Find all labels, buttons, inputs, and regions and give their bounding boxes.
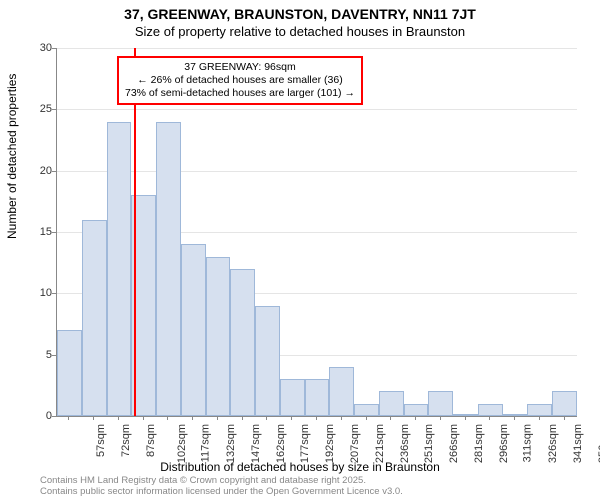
- x-tick-label: 236sqm: [399, 424, 411, 463]
- annotation-line1: 37 GREENWAY: 96sqm: [125, 61, 355, 74]
- histogram-bar: [527, 404, 552, 416]
- x-tick-label: 177sqm: [300, 424, 312, 463]
- annotation-line3: 73% of semi-detached houses are larger (…: [125, 87, 355, 100]
- x-tick-label: 87sqm: [145, 424, 157, 457]
- plot-area: 37 GREENWAY: 96sqm← 26% of detached hous…: [56, 48, 577, 417]
- x-tick-label: 72sqm: [120, 424, 132, 457]
- histogram-bar: [329, 367, 354, 416]
- x-tick-mark: [192, 416, 193, 420]
- x-tick-label: 117sqm: [200, 424, 212, 462]
- x-tick-label: 192sqm: [324, 424, 336, 463]
- x-tick-mark: [390, 416, 391, 420]
- x-tick-mark: [217, 416, 218, 420]
- x-tick-mark: [366, 416, 367, 420]
- y-tick-label: 30: [12, 42, 52, 54]
- x-tick-mark: [539, 416, 540, 420]
- histogram-bar: [107, 122, 132, 416]
- y-tick-mark: [52, 416, 56, 417]
- x-tick-mark: [242, 416, 243, 420]
- y-tick-label: 20: [12, 165, 52, 177]
- x-tick-label: 102sqm: [176, 424, 188, 463]
- x-tick-mark: [93, 416, 94, 420]
- y-tick-label: 5: [12, 349, 52, 361]
- histogram-bar: [453, 414, 478, 416]
- chart-container: 37, GREENWAY, BRAUNSTON, DAVENTRY, NN11 …: [0, 0, 600, 500]
- x-tick-mark: [68, 416, 69, 420]
- chart-title: 37, GREENWAY, BRAUNSTON, DAVENTRY, NN11 …: [0, 6, 600, 22]
- x-tick-mark: [440, 416, 441, 420]
- y-tick-label: 10: [12, 287, 52, 299]
- x-tick-label: 207sqm: [349, 424, 361, 463]
- histogram-bar: [379, 391, 404, 416]
- x-tick-mark: [415, 416, 416, 420]
- histogram-bar: [156, 122, 181, 416]
- x-tick-mark: [266, 416, 267, 420]
- x-tick-mark: [118, 416, 119, 420]
- y-tick-label: 15: [12, 226, 52, 238]
- x-tick-mark: [465, 416, 466, 420]
- x-tick-label: 281sqm: [473, 424, 485, 463]
- histogram-bar: [552, 391, 577, 416]
- histogram-bar: [82, 220, 107, 416]
- x-tick-mark: [316, 416, 317, 420]
- histogram-bar: [428, 391, 453, 416]
- x-tick-label: 326sqm: [547, 424, 559, 463]
- x-tick-label: 221sqm: [374, 424, 386, 463]
- x-tick-mark: [291, 416, 292, 420]
- x-tick-mark: [489, 416, 490, 420]
- histogram-bar: [354, 404, 379, 416]
- y-tick-label: 0: [12, 410, 52, 422]
- x-tick-mark: [143, 416, 144, 420]
- y-axis-label: Number of detached properties: [5, 74, 19, 239]
- attribution-text: Contains HM Land Registry data © Crown c…: [40, 476, 403, 498]
- x-tick-label: 341sqm: [572, 424, 584, 463]
- y-tick-mark: [52, 232, 56, 233]
- y-tick-mark: [52, 109, 56, 110]
- x-tick-mark: [167, 416, 168, 420]
- x-tick-mark: [341, 416, 342, 420]
- chart-subtitle: Size of property relative to detached ho…: [0, 24, 600, 39]
- x-tick-mark: [564, 416, 565, 420]
- x-tick-label: 162sqm: [275, 424, 287, 463]
- x-tick-label: 57sqm: [95, 424, 107, 457]
- x-tick-label: 132sqm: [225, 424, 237, 463]
- y-tick-mark: [52, 293, 56, 294]
- histogram-bar: [305, 379, 330, 416]
- y-tick-mark: [52, 48, 56, 49]
- histogram-bar: [181, 244, 206, 416]
- histogram-bar: [404, 404, 429, 416]
- histogram-bar: [57, 330, 82, 416]
- annotation-line2: ← 26% of detached houses are smaller (36…: [125, 74, 355, 87]
- histogram-bar: [280, 379, 305, 416]
- attribution-line2: Contains public sector information licen…: [40, 487, 403, 498]
- y-tick-label: 25: [12, 103, 52, 115]
- x-tick-label: 311sqm: [522, 424, 534, 462]
- x-tick-mark: [514, 416, 515, 420]
- x-tick-label: 251sqm: [423, 424, 435, 463]
- annotation-box: 37 GREENWAY: 96sqm← 26% of detached hous…: [117, 56, 363, 105]
- y-tick-mark: [52, 171, 56, 172]
- histogram-bar: [206, 257, 231, 416]
- x-tick-label: 147sqm: [250, 424, 262, 463]
- y-tick-mark: [52, 355, 56, 356]
- x-tick-label: 266sqm: [448, 424, 460, 463]
- histogram-bar: [230, 269, 255, 416]
- histogram-bar: [478, 404, 503, 416]
- x-tick-label: 296sqm: [498, 424, 510, 463]
- histogram-bar: [255, 306, 280, 416]
